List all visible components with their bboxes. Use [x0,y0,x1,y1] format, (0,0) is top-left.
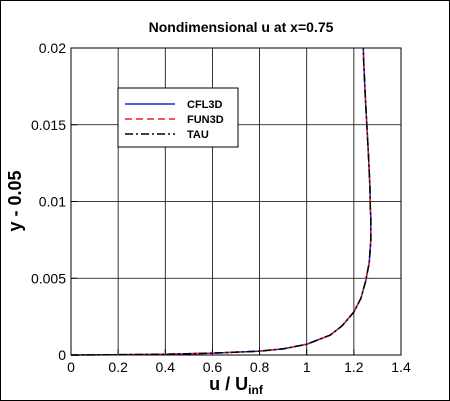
x-tick-label: 1 [303,359,311,375]
y-tick-labels: 0 0.005 0.01 0.015 0.02 [31,40,66,363]
y-tick-label: 0.02 [39,40,66,56]
x-axis-label-subscript: inf [248,383,264,397]
legend-label-tau: TAU [187,129,209,141]
x-tick-label: 1.2 [344,359,364,375]
x-tick-label: 0.4 [156,359,176,375]
y-axis-label: y - 0.05 [5,170,25,231]
plot-frame [70,47,402,356]
x-tick-label: 0.8 [250,359,270,375]
legend-label-cfl3d: CFL3D [187,99,223,111]
x-tick-label: 0.6 [203,359,223,375]
x-axis-label-main: u / U [209,374,248,394]
y-tick-label: 0.015 [31,117,66,133]
y-tick-marks [71,47,77,356]
x-tick-label: 0.2 [108,359,128,375]
legend-entries: CFL3D FUN3D TAU [125,99,224,141]
y-tick-label: 0.01 [39,194,66,210]
y-tick-label: 0 [58,347,66,363]
chart-title: Nondimensional u at x=0.75 [149,19,334,35]
legend-label-fun3d: FUN3D [187,114,224,126]
x-tick-label: 0 [67,359,75,375]
legend-box [117,87,239,148]
series-line-tau [70,47,372,356]
x-axis-label: u / Uinf [209,374,264,397]
y-tick-label: 0.005 [31,270,66,286]
series-layer [70,47,372,356]
x-tick-labels: 0 0.2 0.4 0.6 0.8 1 1.2 1.4 [67,359,411,375]
x-tick-label: 1.4 [391,359,411,375]
legend: CFL3D FUN3D TAU [117,87,239,148]
